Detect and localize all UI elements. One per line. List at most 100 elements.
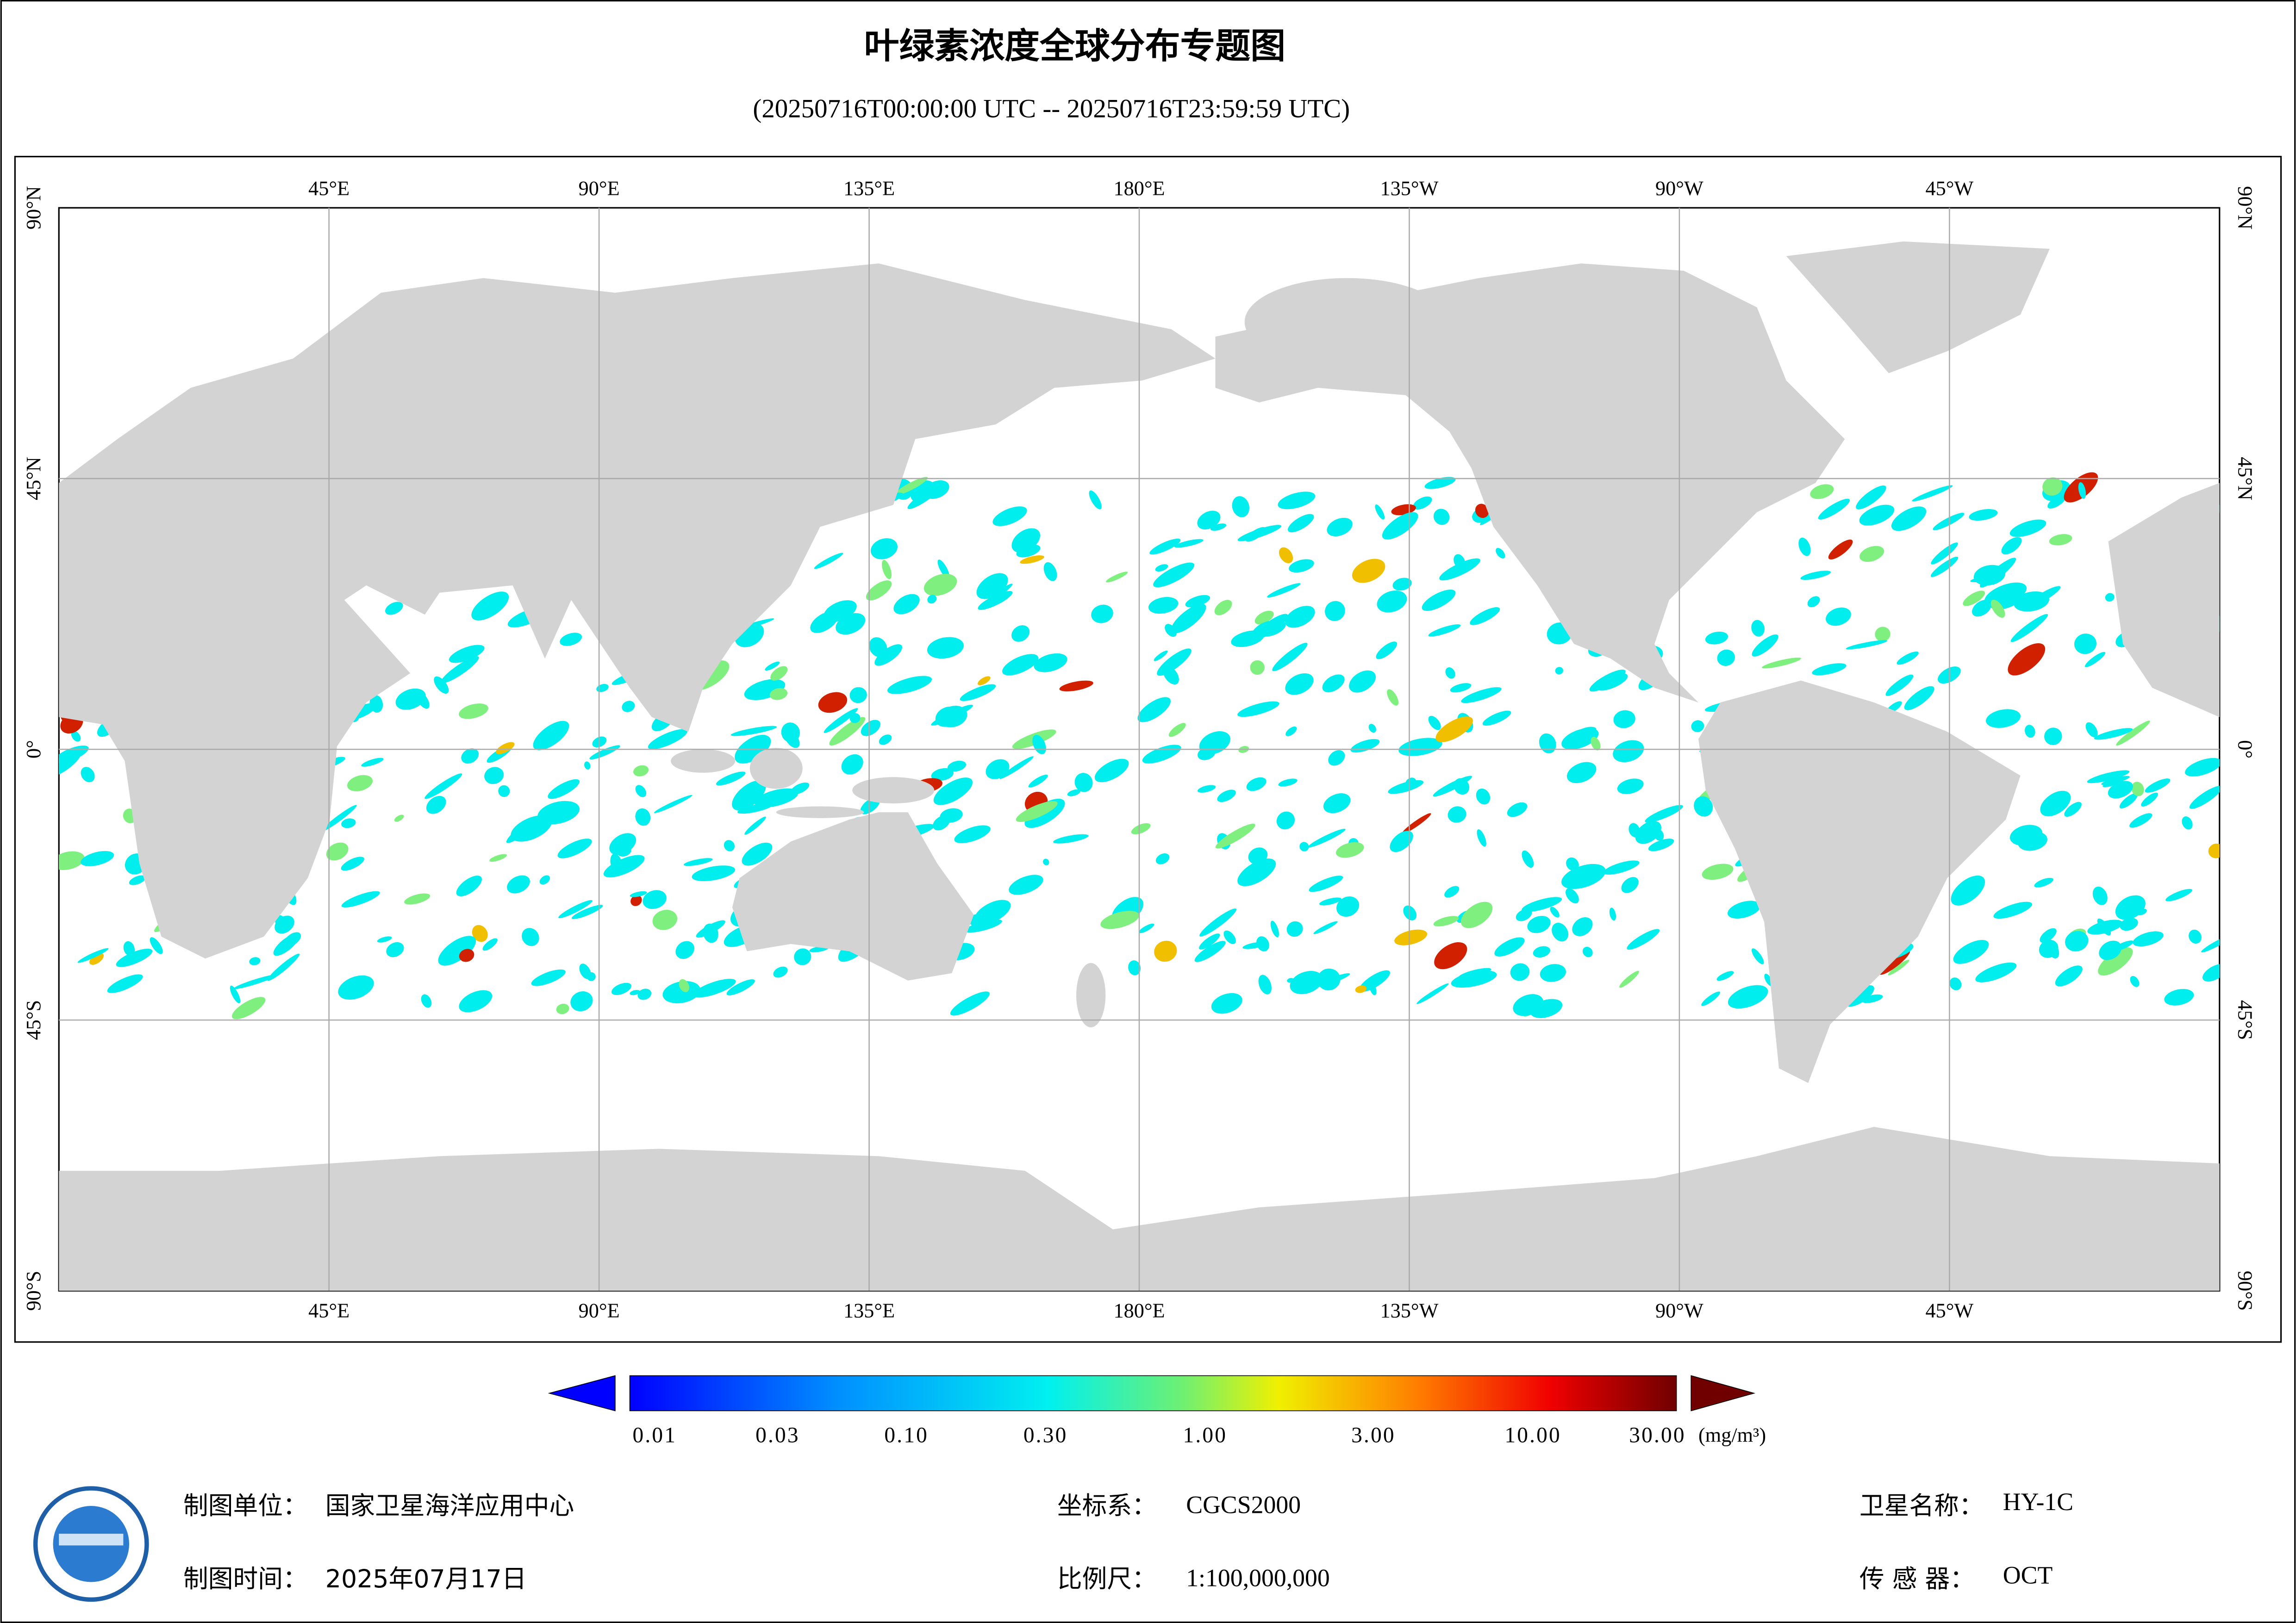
chlorophyll-patch: [630, 990, 640, 995]
chlorophyll-patch: [635, 808, 651, 826]
chlorophyll-patch: [870, 538, 898, 560]
chlorophyll-patch: [1267, 583, 1301, 598]
chlorophyll-patch: [1875, 627, 1890, 642]
chlorophyll-patch: [954, 825, 991, 843]
date-label: 制图时间：: [183, 1564, 308, 1593]
chlorophyll-patch: [361, 758, 384, 767]
chlorophyll-patch: [654, 795, 693, 813]
chlorophyll-patch: [679, 979, 690, 992]
chlorophyll-patch: [1043, 562, 1057, 581]
chlorophyll-patch: [1319, 897, 1342, 906]
chlorophyll-patch: [1413, 496, 1432, 510]
chlorophyll-patch: [459, 703, 488, 719]
chlorophyll-patch: [1980, 558, 2016, 588]
chlorophyll-patch: [560, 633, 582, 646]
chlorophyll-patch: [931, 704, 973, 726]
chlorophyll-patch: [1949, 977, 1962, 990]
chlorophyll-patch: [1572, 917, 1593, 936]
chlorophyll-patch: [609, 833, 636, 855]
island: [776, 806, 864, 818]
chlorophyll-patch: [765, 661, 780, 671]
chlorophyll-patch: [441, 656, 479, 684]
chlorophyll-patch: [1336, 842, 1364, 858]
chlorophyll-patch: [1375, 504, 1385, 520]
chlorophyll-patch: [769, 688, 788, 700]
chlorophyll-patch: [548, 779, 580, 799]
chlorophyll-patch: [81, 767, 95, 783]
chlorophyll-patch: [2078, 482, 2086, 499]
chlorophyll-patch: [781, 722, 800, 743]
chlorophyll-patch: [818, 692, 848, 713]
island: [852, 777, 935, 804]
chlorophyll-patch: [1986, 709, 2021, 728]
chlorophyll-patch: [1094, 759, 1129, 783]
chlorophyll-patch: [1458, 968, 1491, 979]
chlorophyll-patch: [1067, 789, 1081, 796]
australia: [732, 812, 974, 981]
chlorophyll-patch: [284, 932, 301, 947]
chlorophyll-patch: [2085, 652, 2106, 667]
chlorophyll-patch: [1002, 654, 1039, 676]
chlorophyll-patch: [887, 676, 932, 694]
lon-label-bottom: 135°E: [843, 1300, 895, 1322]
chlorophyll-patch: [2141, 792, 2158, 807]
chlorophyll-patch: [1728, 901, 1760, 919]
chlorophyll-patch: [471, 591, 509, 621]
chlorophyll-patch: [2136, 908, 2147, 915]
chlorophyll-patch: [2099, 940, 2122, 960]
chlorophyll-patch: [2202, 964, 2220, 982]
lat-label-left: 90°S: [22, 1271, 45, 1311]
chlorophyll-patch: [1139, 923, 1154, 933]
chlorophyll-patch: [1705, 631, 1728, 645]
chlorophyll-patch: [2055, 965, 2083, 987]
chlorophyll-patch: [770, 666, 788, 681]
chlorophyll-patch: [1447, 806, 1466, 823]
chlorophyll-patch: [1254, 610, 1274, 625]
chlorophyll-patch: [726, 979, 755, 995]
chlorophyll-patch: [1856, 485, 1886, 510]
chlorophyll-patch: [1798, 537, 1811, 556]
chlorophyll-patch: [2010, 614, 2048, 642]
chlorophyll-patch: [150, 937, 163, 954]
chlorophyll-patch: [586, 972, 596, 981]
chlorophyll-patch: [730, 726, 777, 736]
chlorophyll-patch: [1701, 991, 1720, 1006]
chlorophyll-patch: [116, 948, 153, 967]
chlorophyll-patch: [1155, 853, 1170, 864]
chlorophyll-patch: [1818, 498, 1850, 520]
chlorophyll-patch: [1475, 504, 1489, 518]
chlorophyll-patch: [1810, 484, 1834, 499]
chlorophyll-patch: [1237, 858, 1276, 886]
chlorophyll-patch: [1433, 509, 1450, 525]
chlorophyll-patch: [1199, 908, 1236, 937]
chlorophyll-patch: [434, 676, 449, 694]
chlorophyll-patch: [275, 915, 294, 934]
chlorophyll-patch: [1258, 975, 1272, 995]
chlorophyll-patch: [1392, 578, 1412, 591]
chlorophyll-patch: [683, 858, 713, 866]
chlorophyll-patch: [992, 506, 1027, 526]
chlorophyll-patch: [1323, 793, 1351, 814]
chlorophyll-patch: [1470, 607, 1500, 625]
chlorophyll-patch: [999, 756, 1034, 779]
chlorophyll-patch: [633, 765, 649, 777]
island: [671, 749, 736, 773]
chlorophyll-patch: [386, 942, 404, 958]
chlorophyll-patch: [522, 928, 539, 946]
chlorophyll-patch: [2098, 947, 2133, 976]
chlorophyll-patch: [1313, 921, 1338, 934]
chlorophyll-patch: [974, 900, 1011, 925]
chlorophyll-patch: [1552, 922, 1569, 942]
chlorophyll-patch: [421, 994, 432, 1008]
chlorophyll-patch: [2164, 989, 2194, 1006]
chlorophyll-patch: [1185, 595, 1210, 608]
chlorophyll-patch: [1522, 897, 1562, 912]
chlorophyll-patch: [2001, 537, 2022, 555]
chlorophyll-patch: [1566, 888, 1579, 904]
island: [749, 747, 803, 789]
chlorophyll-patch: [1550, 907, 1560, 918]
chlorophyll-patch: [1416, 983, 1449, 1004]
chlorophyll-patch: [611, 983, 631, 995]
chlorophyll-patch: [341, 818, 356, 828]
lon-label-bottom: 180°E: [1113, 1300, 1165, 1322]
